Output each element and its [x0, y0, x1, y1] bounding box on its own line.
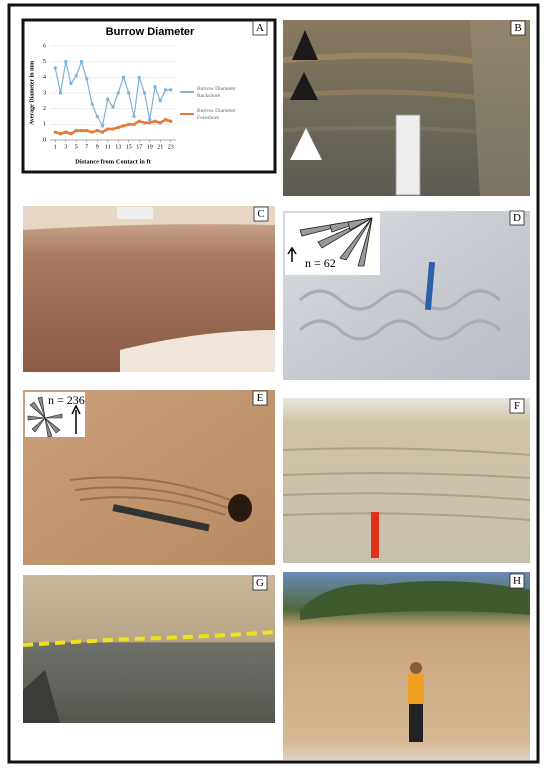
series-marker: [117, 126, 120, 129]
series-marker: [159, 121, 162, 124]
x-tick-label: 17: [136, 144, 142, 150]
series-marker: [85, 129, 88, 132]
x-tick-label: 11: [105, 144, 111, 150]
x-tick-label: 21: [157, 144, 163, 150]
y-tick-label: 4: [43, 75, 46, 81]
series-marker: [112, 106, 115, 109]
panel-label: H: [513, 575, 521, 587]
panel-label: C: [257, 208, 264, 220]
x-tick-label: 13: [115, 144, 121, 150]
y-tick-label: 6: [43, 43, 46, 49]
y-tick-label: 1: [43, 122, 46, 128]
x-tick-label: 7: [85, 144, 88, 150]
series-marker: [117, 92, 120, 95]
series-marker: [101, 131, 104, 134]
series-marker: [96, 129, 99, 132]
series-marker: [122, 76, 125, 79]
burrow: [228, 494, 252, 522]
figure: Burrow Diameter Distance from Contact in …: [0, 0, 547, 767]
series-marker: [54, 66, 57, 69]
annotation: n = 62: [305, 256, 336, 270]
series-marker: [127, 92, 130, 95]
series-marker: [154, 120, 157, 123]
series-marker: [133, 115, 136, 118]
series-marker: [59, 132, 62, 135]
series-marker: [169, 120, 172, 123]
scale-bar: [371, 512, 379, 558]
y-tick-label: 0: [43, 137, 46, 143]
x-tick-label: 15: [126, 144, 132, 150]
series-marker: [143, 121, 146, 124]
series-marker: [148, 118, 151, 121]
legend-line: Foreshore: [197, 115, 220, 121]
series-marker: [143, 92, 146, 95]
panel-label: D: [513, 212, 521, 224]
series-marker: [54, 131, 57, 134]
person: [410, 662, 422, 674]
series-marker: [70, 82, 73, 85]
series-marker: [106, 98, 109, 101]
y-tick-label: 5: [43, 59, 46, 65]
y-tick-label: 3: [43, 90, 46, 96]
person: [409, 704, 423, 742]
series-marker: [122, 124, 125, 127]
legend-line: Burrow Diameter: [197, 108, 236, 114]
series-marker: [133, 123, 136, 126]
series-marker: [75, 129, 78, 132]
y-axis-label: Average Diameter in mm: [29, 61, 35, 125]
panel-label: F: [514, 400, 520, 412]
x-axis-label: Distance from Contact in ft: [75, 158, 152, 165]
series-marker: [91, 102, 94, 105]
series-marker: [96, 115, 99, 118]
series-marker: [64, 60, 67, 63]
series-marker: [75, 74, 78, 77]
series-marker: [138, 76, 141, 79]
person: [408, 674, 424, 704]
series-marker: [154, 85, 157, 88]
series-marker: [59, 92, 62, 95]
panel-label: A: [256, 22, 264, 34]
series-marker: [148, 121, 151, 124]
x-tick-label: 19: [147, 144, 153, 150]
scale-bar: [396, 115, 420, 195]
series-marker: [159, 99, 162, 102]
series-marker: [91, 131, 94, 134]
series-marker: [112, 128, 115, 131]
series-marker: [85, 77, 88, 80]
panel-label: E: [257, 392, 264, 404]
x-tick-label: 1: [54, 144, 57, 150]
x-tick-label: 3: [64, 144, 67, 150]
annotation: n = 236: [48, 393, 85, 407]
series-marker: [64, 131, 67, 134]
series-marker: [80, 60, 83, 63]
photo-f: [283, 398, 530, 563]
legend-line: Burrow Diameter: [197, 86, 236, 92]
series-marker: [164, 118, 167, 121]
series-marker: [164, 88, 167, 91]
scale-bar: [117, 207, 153, 219]
legend-line: Backshore: [197, 93, 221, 99]
series-marker: [138, 120, 141, 123]
x-tick-label: 23: [168, 144, 174, 150]
y-tick-label: 2: [43, 106, 46, 112]
x-tick-label: 9: [96, 144, 99, 150]
series-marker: [127, 123, 130, 126]
x-tick-label: 5: [75, 144, 78, 150]
series-marker: [80, 129, 83, 132]
series-marker: [101, 124, 104, 127]
panel-label: G: [256, 577, 264, 589]
series-marker: [106, 128, 109, 131]
panel-label: B: [514, 22, 521, 34]
photo-g: [23, 575, 275, 723]
series-marker: [169, 88, 172, 91]
series-marker: [70, 132, 73, 135]
chart-title: Burrow Diameter: [106, 26, 195, 38]
